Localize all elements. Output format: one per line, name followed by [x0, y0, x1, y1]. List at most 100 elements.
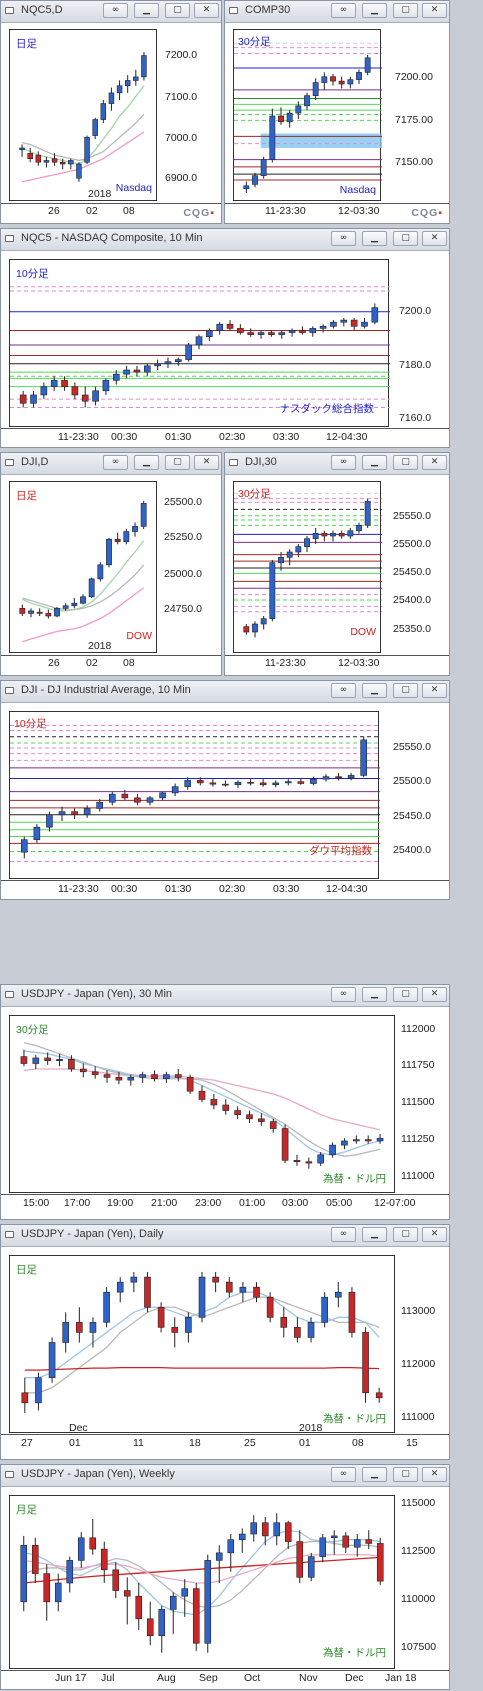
- moving-average-line: [21, 85, 145, 165]
- chart-window-usdjpy-daily[interactable]: USDJPY - Japan (Yen), Daily ∞ ▁ ▢ ✕ 日足 為…: [0, 1224, 450, 1460]
- minimize-button[interactable]: ▁: [134, 3, 159, 18]
- plot-area: 30分足 為替・ドル円: [9, 1015, 395, 1193]
- candle-body: [278, 115, 284, 123]
- candle: [76, 1307, 83, 1343]
- candle-body: [83, 808, 91, 816]
- window-icon: [5, 991, 14, 998]
- candle: [79, 1063, 87, 1078]
- maximize-button[interactable]: ▢: [165, 3, 190, 18]
- x-tick: 17:00: [64, 1197, 91, 1209]
- link-icon[interactable]: ∞: [331, 987, 356, 1002]
- candle: [185, 1312, 192, 1343]
- candle-body: [143, 365, 151, 373]
- candle-body: [45, 613, 52, 617]
- chart-window-usdjpy-30min[interactable]: USDJPY - Japan (Yen), 30 Min ∞ ▁ ▢ ✕ 30分…: [0, 984, 450, 1220]
- close-button[interactable]: ✕: [422, 3, 447, 18]
- title-bar[interactable]: COMP30 ∞ ▁ ▢ ✕: [225, 1, 449, 23]
- y-tick: 115000: [401, 1497, 436, 1509]
- chart-window-comp30[interactable]: COMP30 ∞ ▁ ▢ ✕ 30分足 Nasdaq 7200.00 7175.…: [224, 0, 450, 224]
- candle-body: [252, 175, 258, 185]
- candle: [171, 783, 179, 796]
- chart-window-dji-10min[interactable]: DJI - DJ Industrial Average, 10 Min ∞ ▁ …: [0, 680, 450, 900]
- candle: [19, 604, 26, 616]
- title-bar[interactable]: USDJPY - Japan (Yen), 30 Min ∞ ▁ ▢ ✕: [1, 985, 449, 1007]
- candle: [305, 1157, 313, 1169]
- y-tick: 25450.0: [393, 810, 431, 822]
- close-button[interactable]: ✕: [194, 455, 219, 470]
- minimize-button[interactable]: ▁: [362, 455, 387, 470]
- chart-window-dji-daily[interactable]: DJI,D ∞ ▁ ▢ ✕ 日足 DOW 25500.0 25250.0 250…: [0, 452, 222, 676]
- y-tick: 25400.0: [393, 594, 431, 606]
- maximize-button[interactable]: ▢: [393, 1467, 418, 1482]
- title-bar[interactable]: DJI - DJ Industrial Average, 10 Min ∞ ▁ …: [1, 681, 449, 703]
- link-icon[interactable]: ∞: [331, 1467, 356, 1482]
- minimize-button[interactable]: ▁: [362, 1227, 387, 1242]
- maximize-button[interactable]: ▢: [393, 455, 418, 470]
- link-icon[interactable]: ∞: [103, 455, 128, 470]
- title-bar[interactable]: DJI,30 ∞ ▁ ▢ ✕: [225, 453, 449, 475]
- maximize-button[interactable]: ▢: [393, 3, 418, 18]
- x-axis-line: [1, 1194, 449, 1195]
- candle-body: [356, 525, 362, 531]
- maximize-button[interactable]: ▢: [165, 455, 190, 470]
- close-button[interactable]: ✕: [422, 987, 447, 1002]
- candle-body: [330, 533, 336, 537]
- close-button[interactable]: ✕: [194, 3, 219, 18]
- chart-window-dji-30min[interactable]: DJI,30 ∞ ▁ ▢ ✕ 30分足 DOW 25550.0 25500.0 …: [224, 452, 450, 676]
- close-button[interactable]: ✕: [422, 1227, 447, 1242]
- close-button[interactable]: ✕: [422, 455, 447, 470]
- minimize-button[interactable]: ▁: [362, 3, 387, 18]
- window-icon: [5, 459, 14, 466]
- minimize-button[interactable]: ▁: [362, 987, 387, 1002]
- title-bar[interactable]: NQC5,D ∞ ▁ ▢ ✕: [1, 1, 221, 23]
- maximize-button[interactable]: ▢: [393, 683, 418, 698]
- candle: [253, 1282, 260, 1303]
- candle: [234, 780, 242, 788]
- window-title: COMP30: [245, 4, 291, 16]
- close-button[interactable]: ✕: [422, 231, 447, 246]
- instrument-label: Nasdaq: [115, 182, 152, 194]
- close-button[interactable]: ✕: [422, 683, 447, 698]
- title-bar[interactable]: NQC5 - NASDAQ Composite, 10 Min ∞ ▁ ▢ ✕: [1, 229, 449, 251]
- minimize-button[interactable]: ▁: [134, 455, 159, 470]
- chart-window-nqc5-10min[interactable]: NQC5 - NASDAQ Composite, 10 Min ∞ ▁ ▢ ✕ …: [0, 228, 450, 448]
- candles-svg: [10, 286, 390, 408]
- candle-body: [184, 780, 192, 787]
- candle: [273, 1513, 281, 1546]
- candle: [54, 1573, 62, 1612]
- candles-svg: [10, 724, 380, 863]
- x-label: 2018: [299, 1422, 323, 1434]
- link-icon[interactable]: ∞: [331, 683, 356, 698]
- maximize-button[interactable]: ▢: [393, 987, 418, 1002]
- close-button[interactable]: ✕: [422, 1467, 447, 1482]
- title-bar[interactable]: USDJPY - Japan (Yen), Daily ∞ ▁ ▢ ✕: [1, 1225, 449, 1247]
- chart-window-usdjpy-weekly[interactable]: USDJPY - Japan (Yen), Weekly ∞ ▁ ▢ ✕ 月足 …: [0, 1464, 450, 1690]
- candle: [123, 528, 130, 545]
- link-icon[interactable]: ∞: [331, 455, 356, 470]
- x-tick: 00:30: [111, 883, 138, 895]
- candle: [342, 1532, 350, 1553]
- candle-body: [309, 328, 317, 333]
- title-bar[interactable]: USDJPY - Japan (Yen), Weekly ∞ ▁ ▢ ✕: [1, 1465, 449, 1487]
- candle: [135, 1583, 143, 1631]
- x-tick: 02:30: [219, 883, 246, 895]
- link-icon[interactable]: ∞: [331, 1227, 356, 1242]
- link-icon[interactable]: ∞: [331, 3, 356, 18]
- minimize-button[interactable]: ▁: [362, 1467, 387, 1482]
- candle-body: [360, 739, 368, 776]
- minimize-button[interactable]: ▁: [362, 683, 387, 698]
- link-icon[interactable]: ∞: [331, 231, 356, 246]
- candle: [163, 1071, 170, 1083]
- candle: [347, 76, 354, 89]
- plot-area: 日足 DOW: [9, 481, 157, 653]
- candle: [278, 107, 284, 125]
- x-axis-line: [1, 1434, 449, 1435]
- title-bar[interactable]: DJI,D ∞ ▁ ▢ ✕: [1, 453, 221, 475]
- chart-window-nqc5-daily[interactable]: NQC5,D ∞ ▁ ▢ ✕ 日足 Nasdaq 7200.0 7100.0 7…: [0, 0, 222, 224]
- link-icon[interactable]: ∞: [103, 3, 128, 18]
- maximize-button[interactable]: ▢: [393, 1227, 418, 1242]
- minimize-button[interactable]: ▁: [362, 231, 387, 246]
- maximize-button[interactable]: ▢: [393, 231, 418, 246]
- candle-body: [135, 1595, 143, 1620]
- candle: [252, 172, 258, 188]
